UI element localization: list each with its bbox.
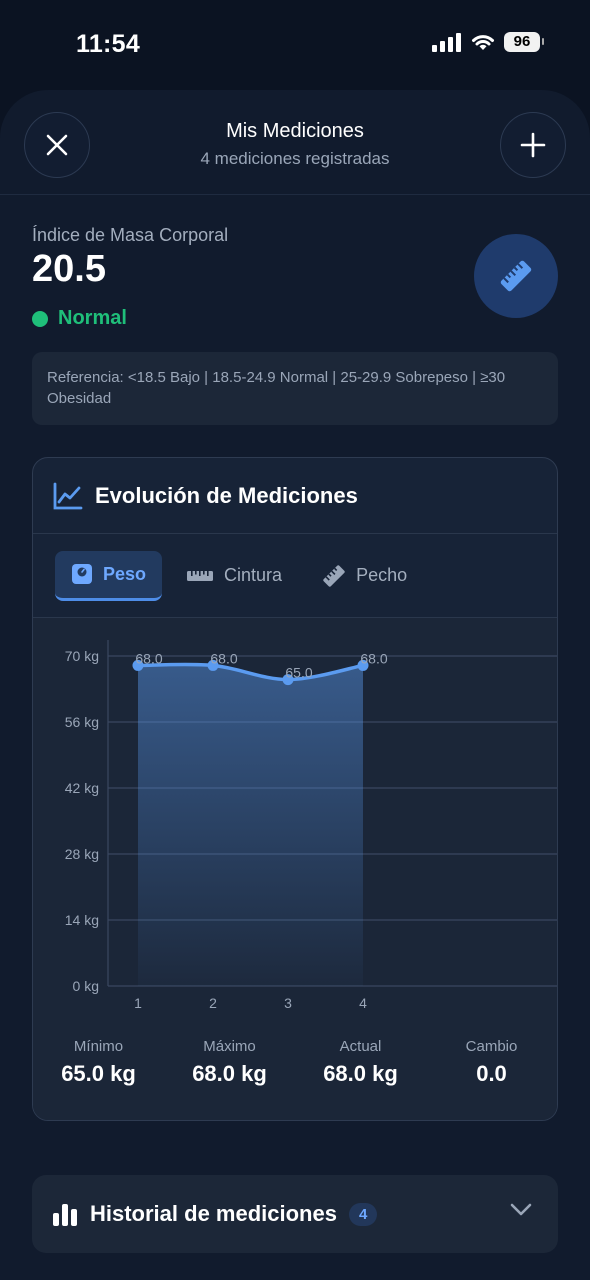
stat-label: Cambio: [465, 1038, 518, 1055]
stat-minimum: Mínimo 65.0 kg: [33, 1034, 164, 1120]
stat-maximum: Máximo 68.0 kg: [164, 1034, 295, 1120]
data-point: [282, 674, 294, 686]
x-tick-label: 3: [284, 995, 292, 1011]
page-subtitle: 4 mediciones registradas: [200, 149, 390, 168]
data-point: [357, 659, 369, 671]
status-bar: 11:54 96: [0, 0, 590, 88]
tab-label: Peso: [103, 563, 147, 584]
stat-value: 65.0 kg: [61, 1061, 136, 1086]
bmi-label: Índice de Masa Corporal: [32, 225, 229, 245]
add-measurement-button[interactable]: [500, 112, 566, 178]
history-section[interactable]: Historial de mediciones 4: [32, 1175, 558, 1253]
y-tick-label: 56 kg: [65, 714, 99, 730]
data-label: 68.0: [360, 650, 387, 666]
line-chart-icon: [53, 482, 83, 509]
tab-label: Pecho: [356, 565, 408, 585]
y-tick-label: 42 kg: [65, 780, 99, 796]
close-button[interactable]: [24, 112, 90, 178]
measurement-tabs: Peso Cintura: [33, 534, 557, 618]
stat-value: 0.0: [476, 1061, 507, 1086]
y-tick-label: 14 kg: [65, 912, 99, 928]
stat-current: Actual 68.0 kg: [295, 1034, 426, 1120]
y-tick-label: 70 kg: [65, 648, 99, 664]
evolution-card: Evolución de Mediciones Peso: [32, 457, 558, 1121]
plus-icon: [520, 132, 546, 158]
status-icons: 96: [432, 32, 544, 52]
status-dot-icon: [32, 310, 48, 327]
data-point: [132, 659, 144, 671]
history-count-badge: 4: [348, 1202, 378, 1226]
close-icon: [46, 134, 68, 156]
bmi-reference: Referencia: <18.5 Bajo | 18.5-24.9 Norma…: [32, 352, 558, 425]
x-tick-label: 2: [209, 995, 217, 1011]
sheet-header: Mis Mediciones 4 mediciones registradas: [0, 90, 590, 195]
data-label: 65.0: [285, 665, 312, 681]
status-time: 11:54: [76, 30, 141, 58]
stat-value: 68.0 kg: [323, 1061, 398, 1086]
data-point: [207, 659, 219, 671]
ruler-diagonal-icon: [323, 564, 345, 587]
data-label: 68.0: [135, 650, 162, 666]
ruler-icon: [500, 260, 532, 292]
y-tick-label: 28 kg: [65, 846, 99, 862]
stat-label: Máximo: [203, 1038, 256, 1055]
tab-label: Cintura: [224, 565, 283, 585]
x-tick-label: 4: [359, 995, 367, 1011]
series-area: [138, 664, 363, 986]
chevron-down-icon[interactable]: [510, 1203, 532, 1217]
stat-change: Cambio 0.0: [426, 1034, 557, 1120]
signal-icon: [432, 33, 461, 52]
card-title: Evolución de Mediciones: [95, 482, 358, 508]
battery-indicator: 96: [504, 32, 544, 52]
history-title: Historial de mediciones: [90, 1201, 337, 1226]
series-line: [137, 662, 364, 682]
bmi-value: 20.5: [32, 248, 106, 290]
measurements-sheet: Mis Mediciones 4 mediciones registradas …: [0, 90, 590, 1280]
ruler-button[interactable]: [474, 234, 558, 318]
bmi-status-text: Normal: [58, 307, 127, 329]
stat-value: 68.0 kg: [192, 1061, 267, 1086]
stats-row: Mínimo 65.0 kg Máximo 68.0 kg Actual 68.…: [33, 1034, 557, 1120]
y-tick-label: 0 kg: [73, 978, 99, 994]
data-label: 68.0: [210, 650, 237, 666]
tab-cintura[interactable]: Cintura: [170, 551, 298, 601]
scale-icon: [72, 564, 92, 584]
weight-chart: 0 kg 14 kg 28 kg 42 kg 56 kg 70 kg 68.0 1 68.0 2 6…: [33, 618, 557, 1038]
ruler-icon: [187, 570, 214, 581]
bar-chart-icon: [53, 1204, 77, 1226]
weight-chart-svg: 0 kg 14 kg 28 kg 42 kg 56 kg 70 kg 68.0 1 68.0 2 6…: [65, 640, 557, 1011]
card-header: Evolución de Mediciones: [33, 458, 557, 534]
tab-peso[interactable]: Peso: [55, 550, 163, 601]
tab-pecho[interactable]: Pecho: [306, 551, 423, 601]
stat-label: Actual: [339, 1038, 382, 1055]
bmi-status: Normal: [32, 307, 127, 330]
wifi-icon: [472, 35, 494, 50]
page-title: Mis Mediciones: [226, 120, 364, 142]
x-tick-label: 1: [134, 995, 142, 1011]
stat-label: Mínimo: [73, 1038, 124, 1055]
